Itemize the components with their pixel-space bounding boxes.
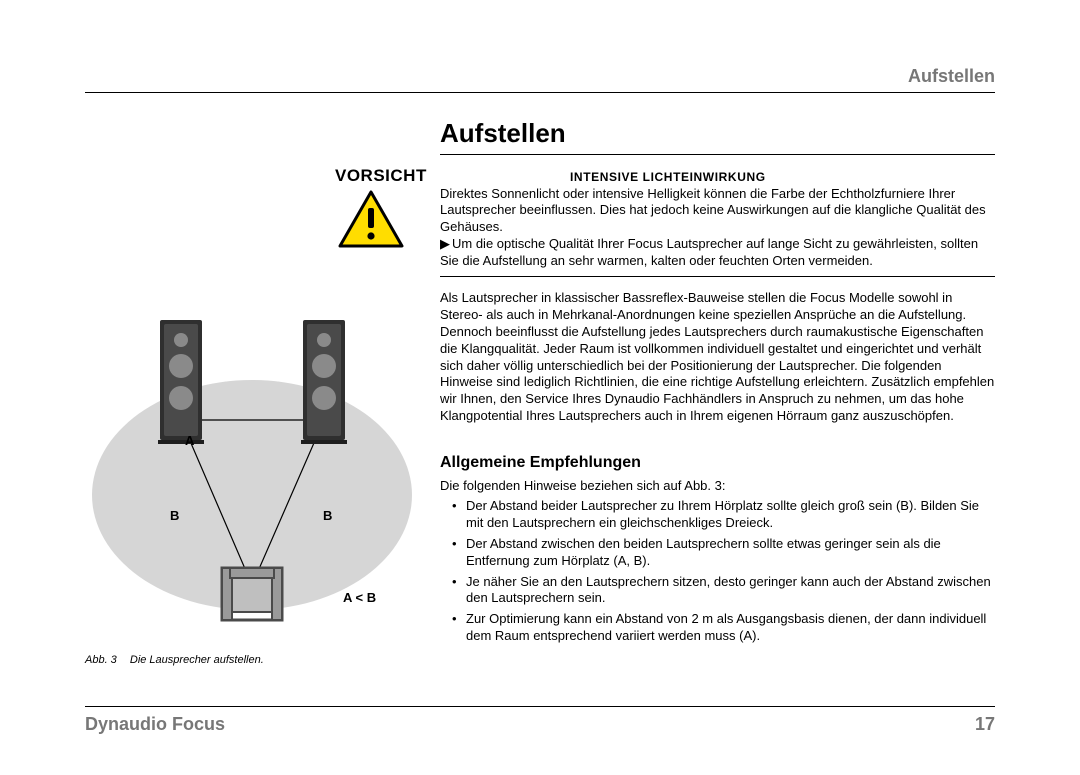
caution-body: Direktes Sonnenlicht oder intensive Hell… <box>440 186 995 235</box>
speaker-right-icon <box>301 320 347 444</box>
chair-icon <box>222 568 282 620</box>
section-heading: Allgemeine Empfehlungen <box>440 454 641 472</box>
footer-page-number: 17 <box>975 714 995 735</box>
footer-brand: Dynaudio Focus <box>85 714 225 735</box>
caution-bullet-text: Um die optische Qualität Ihrer Focus Lau… <box>440 236 978 268</box>
intro-paragraph: Als Lautsprecher in klassischer Bassrefl… <box>440 290 995 425</box>
page-title: Aufstellen <box>440 118 566 149</box>
figure-3: A B B A < B <box>85 310 420 650</box>
warning-icon <box>338 190 404 248</box>
vorsicht-label: VORSICHT <box>335 166 427 186</box>
list-item: Zur Optimierung kann ein Abstand von 2 m… <box>452 611 995 645</box>
figure-caption-text: Die Lausprecher aufstellen. <box>130 654 264 666</box>
section-lead: Die folgenden Hinweise beziehen sich auf… <box>440 478 995 493</box>
header-section: Aufstellen <box>908 66 995 87</box>
list-item: Der Abstand zwischen den beiden Lautspre… <box>452 536 995 570</box>
label-b-left: B <box>170 508 179 523</box>
recommendation-list: Der Abstand beider Lautsprecher zu Ihrem… <box>452 498 995 649</box>
list-item: Je näher Sie an den Lautsprechern sitzen… <box>452 574 995 608</box>
caution-bullet: ▶Um die optische Qualität Ihrer Focus La… <box>440 236 995 270</box>
title-rule <box>440 154 995 155</box>
speaker-left-icon <box>158 320 204 444</box>
list-item: Der Abstand beider Lautsprecher zu Ihrem… <box>452 498 995 532</box>
footer-rule <box>85 706 995 707</box>
label-relation: A < B <box>343 590 376 605</box>
header-rule <box>85 92 995 93</box>
figure-caption: Abb. 3 Die Lausprecher aufstellen. <box>85 654 264 666</box>
label-b-right: B <box>323 508 332 523</box>
page: Aufstellen Aufstellen VORSICHT INTENSIVE… <box>0 0 1080 775</box>
caution-rule <box>440 276 995 277</box>
figure-caption-num: Abb. 3 <box>85 654 117 666</box>
label-a: A <box>185 433 195 448</box>
caution-title: INTENSIVE LICHTEINWIRKUNG <box>570 170 766 184</box>
